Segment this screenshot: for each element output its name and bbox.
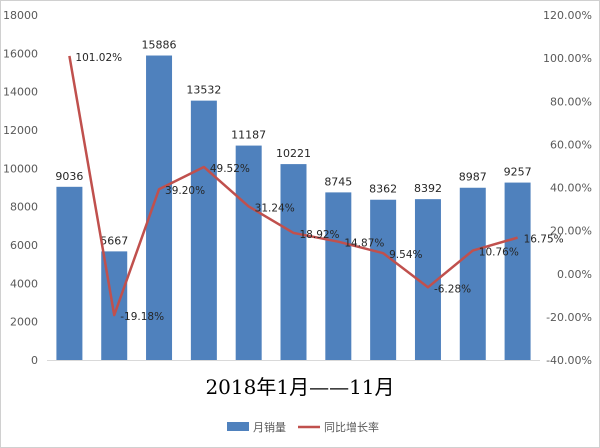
- right-axis-tick-label: 40.00%: [550, 182, 592, 195]
- growth-rate-label: 9.54%: [389, 249, 422, 261]
- growth-rate-labels: 101.02% -19.18% 39.20% 49.52% 31.24% 18.92% 14…: [75, 52, 563, 323]
- growth-rate-label: 39.20%: [165, 185, 205, 197]
- sales-bar: [504, 182, 531, 360]
- right-axis-tick-label: 0.00%: [557, 268, 592, 281]
- sales-bar-label: 8392: [414, 182, 442, 195]
- right-axis-tick-label: 20.00%: [550, 225, 592, 238]
- growth-rate-label: 101.02%: [75, 52, 122, 64]
- growth-rate-label: 16.75%: [524, 234, 564, 246]
- growth-rate-label: 10.76%: [479, 247, 519, 259]
- sales-bar-label: 8362: [369, 183, 397, 196]
- right-axis-tick-label: -40.00%: [546, 354, 592, 367]
- right-y-axis: -40.00% -20.00% 0.00% 20.00% 40.00% 60.00% 80.…: [543, 9, 592, 367]
- legend-swatch-sales: [227, 422, 249, 431]
- sales-bar-label: 9036: [55, 170, 83, 183]
- growth-rate-line: [68, 55, 518, 317]
- sales-bar: [280, 164, 307, 360]
- right-axis-tick-label: 60.00%: [550, 138, 592, 151]
- sales-bar-label: 8987: [459, 171, 487, 184]
- sales-bar: [325, 192, 352, 360]
- right-axis-tick-label: 120.00%: [543, 9, 592, 22]
- sales-bar-label: 10221: [276, 147, 311, 160]
- left-axis-tick-label: 8000: [10, 201, 38, 214]
- sales-bar-labels: 9036 5667 15886 13532 11187 10221 8745 8362 8392…: [55, 39, 531, 248]
- legend-label-growth: 同比增长率: [324, 420, 379, 434]
- sales-bar: [56, 186, 83, 360]
- sales-bar-label: 15886: [142, 39, 177, 52]
- x-axis-title: 2018年1月——11月: [205, 375, 394, 399]
- sales-bars: [56, 55, 531, 361]
- sales-bar: [370, 199, 397, 360]
- sales-bar: [146, 55, 173, 360]
- left-axis-tick-label: 2000: [10, 316, 38, 329]
- right-axis-tick-label: 100.00%: [543, 52, 592, 65]
- sales-bar-label: 11187: [231, 129, 266, 142]
- left-y-axis: 0 2000 4000 6000 8000 10000 12000 14000 16000 180…: [3, 9, 38, 367]
- left-axis-tick-label: 12000: [3, 124, 38, 137]
- legend: 月销量 同比增长率: [227, 420, 379, 434]
- sales-bar: [235, 145, 262, 360]
- right-axis-tick-label: -20.00%: [546, 311, 592, 324]
- sales-bar-label: 8745: [324, 175, 352, 188]
- growth-rate-label: -19.18%: [120, 311, 164, 323]
- sales-bar: [190, 100, 217, 361]
- left-axis-tick-label: 4000: [10, 277, 38, 290]
- left-axis-tick-label: 16000: [3, 47, 38, 60]
- sales-bar-label: 5667: [100, 234, 128, 247]
- legend-label-sales: 月销量: [253, 420, 286, 434]
- growth-rate-label: 14.87%: [344, 238, 384, 250]
- sales-bar: [459, 187, 486, 360]
- left-axis-tick-label: 10000: [3, 162, 38, 175]
- growth-rate-label: -6.28%: [434, 283, 471, 295]
- left-axis-tick-label: 14000: [3, 86, 38, 99]
- sales-bar-label: 13532: [186, 84, 221, 97]
- left-axis-tick-label: 0: [31, 354, 38, 367]
- growth-rate-label: 18.92%: [300, 229, 340, 241]
- left-axis-tick-label: 6000: [10, 239, 38, 252]
- right-axis-tick-label: 80.00%: [550, 95, 592, 108]
- left-axis-tick-label: 18000: [3, 9, 38, 22]
- growth-rate-label: 49.52%: [210, 163, 250, 175]
- sales-bar-label: 9257: [504, 166, 532, 179]
- growth-rate-label: 31.24%: [255, 202, 295, 214]
